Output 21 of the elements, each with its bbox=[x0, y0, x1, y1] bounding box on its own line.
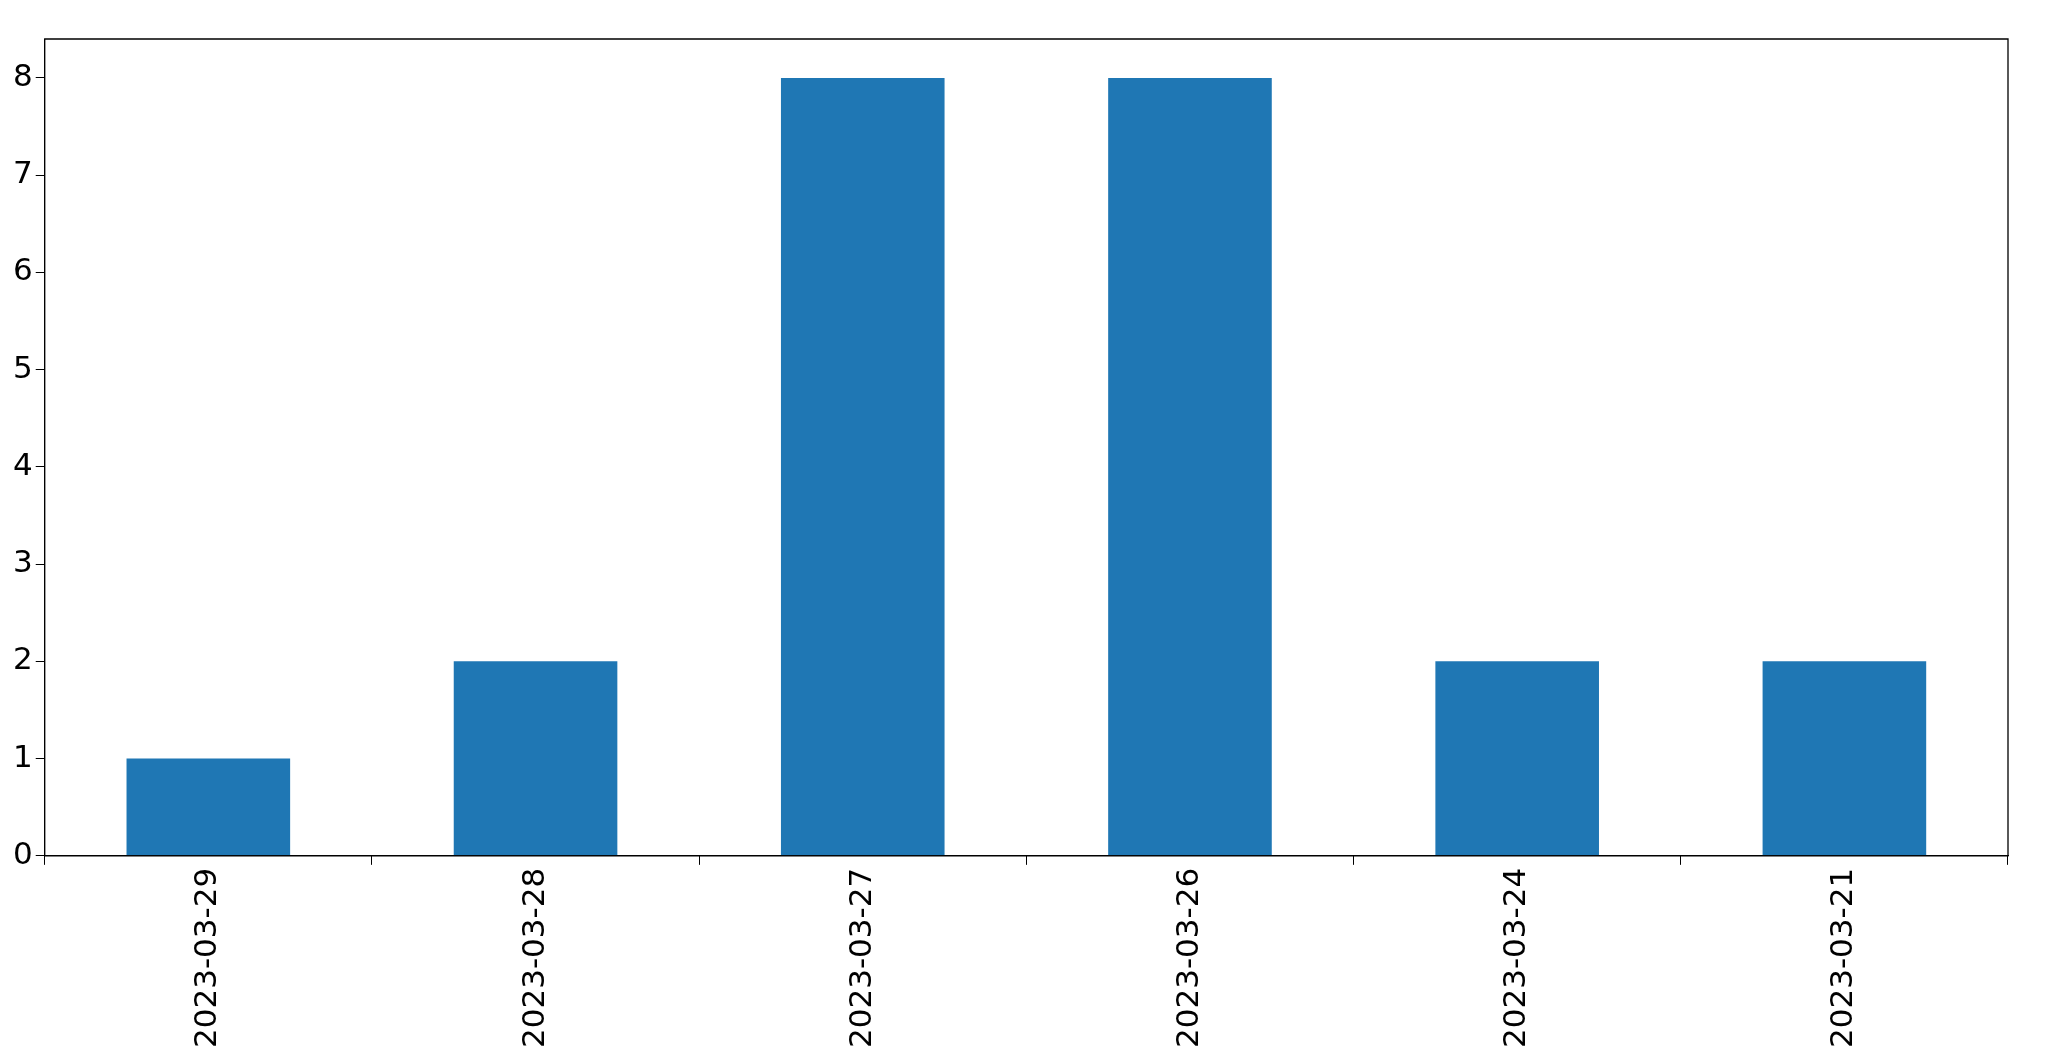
y-tick-label: 5 bbox=[12, 348, 33, 385]
y-tick-label: 6 bbox=[12, 251, 33, 288]
y-tick-label: 0 bbox=[12, 834, 33, 871]
bar bbox=[126, 758, 291, 856]
x-tick-label: 2023-03-21 bbox=[1823, 867, 1860, 1049]
y-tick-label: 2 bbox=[12, 640, 33, 677]
y-tick-label: 4 bbox=[12, 445, 33, 482]
x-tick-label: 2023-03-27 bbox=[841, 867, 878, 1049]
y-tick-label: 1 bbox=[12, 737, 33, 774]
y-tick-label: 3 bbox=[12, 543, 33, 580]
y-tick-label: 7 bbox=[12, 154, 33, 191]
bar bbox=[453, 661, 618, 856]
x-tick-label: 2023-03-26 bbox=[1169, 867, 1206, 1049]
x-tick-label: 2023-03-24 bbox=[1496, 867, 1533, 1049]
x-tick-label: 2023-03-29 bbox=[187, 867, 224, 1049]
bar bbox=[780, 77, 945, 856]
x-tick-label: 2023-03-28 bbox=[514, 867, 551, 1049]
bar bbox=[1435, 661, 1599, 856]
bar bbox=[1108, 77, 1272, 856]
bar bbox=[1762, 661, 1927, 856]
y-tick-label: 8 bbox=[12, 56, 33, 93]
